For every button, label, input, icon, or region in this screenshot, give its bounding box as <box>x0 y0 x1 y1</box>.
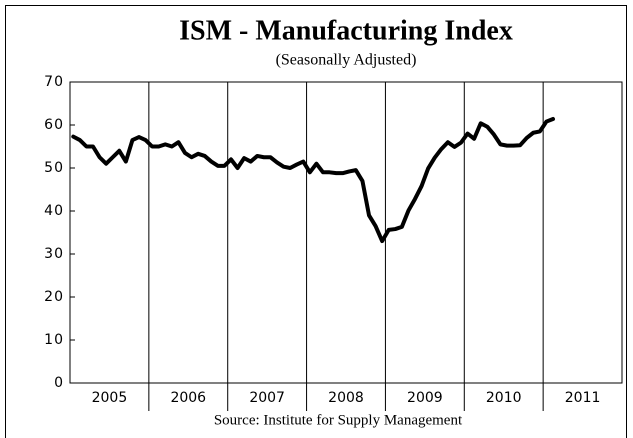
y-tick-label: 70 <box>44 74 64 90</box>
x-tick-label: 2006 <box>170 390 206 406</box>
y-tick-label: 20 <box>44 289 64 305</box>
y-tick-label: 0 <box>54 375 64 391</box>
plot-area <box>69 81 623 384</box>
series-line <box>71 116 555 244</box>
y-tick-label: 10 <box>44 332 64 348</box>
x-tick-label: 2011 <box>565 390 601 406</box>
y-tick-label: 50 <box>44 160 64 176</box>
x-tick-label: 2005 <box>92 390 128 406</box>
y-tick-label: 60 <box>44 117 64 133</box>
source-note: Source: Institute for Supply Management <box>214 412 463 428</box>
x-tick-label: 2010 <box>486 390 522 406</box>
x-tick-label: 2007 <box>249 390 285 406</box>
x-tick-label: 2008 <box>328 390 364 406</box>
frame <box>5 5 627 438</box>
x-tick-label: 2009 <box>407 390 443 406</box>
chart-title: ISM - Manufacturing Index <box>179 15 513 46</box>
y-tick-label: 40 <box>44 203 64 219</box>
y-tick-label: 30 <box>44 246 64 262</box>
chart-subtitle: (Seasonally Adjusted) <box>276 52 417 69</box>
